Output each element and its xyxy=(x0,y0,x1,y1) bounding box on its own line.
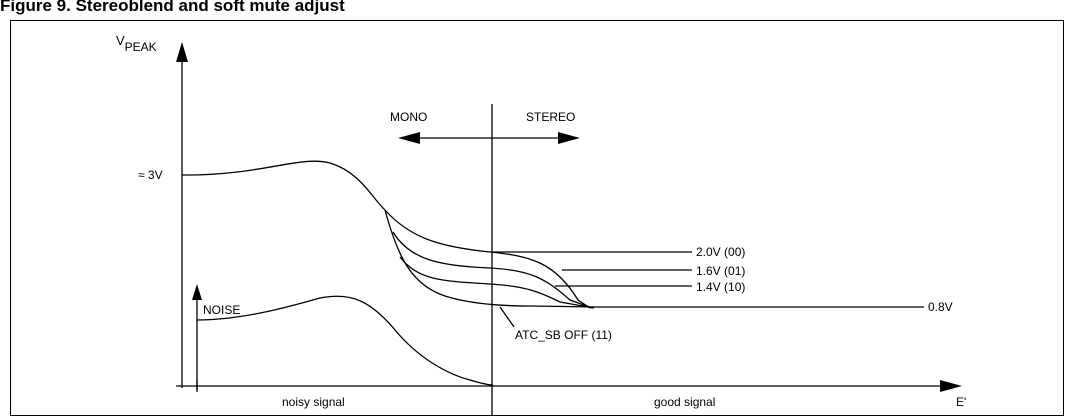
region-label-good: good signal xyxy=(654,395,715,409)
curve-label-1-4v: 1.4V (10) xyxy=(696,280,745,294)
noise-label: NOISE xyxy=(203,303,240,317)
noise-arrowhead xyxy=(192,284,202,300)
curve-label-1-6v: 1.6V (01) xyxy=(696,264,745,278)
region-label-noisy: noisy signal xyxy=(282,395,345,409)
main-curve xyxy=(181,160,386,211)
x-axis-label: E' xyxy=(956,395,966,409)
y-axis-arrowhead xyxy=(176,42,188,62)
y-level-label: ≈ 3V xyxy=(138,168,163,182)
mono-arrowhead xyxy=(398,132,420,144)
end-level-label: 0.8V xyxy=(928,300,953,314)
curve-label-2v: 2.0V (00) xyxy=(696,245,745,259)
figure-title: Figure 9. Stereoblend and soft mute adju… xyxy=(0,0,345,15)
mono-label: MONO xyxy=(390,110,427,124)
y-axis-label: VPEAK xyxy=(116,33,157,54)
diagram-frame xyxy=(10,20,1064,416)
stereo-arrowhead xyxy=(558,132,580,144)
noise-curve xyxy=(196,295,494,386)
curve-2v xyxy=(384,209,591,309)
leader-atc xyxy=(499,306,515,328)
x-axis-arrowhead xyxy=(940,380,962,392)
stereo-label: STEREO xyxy=(526,110,575,124)
curve-atc-off xyxy=(384,209,599,308)
curve-1-6v xyxy=(392,231,593,309)
curve-1-4v xyxy=(399,256,595,309)
atc-label: ATC_SB OFF (11) xyxy=(515,328,612,342)
